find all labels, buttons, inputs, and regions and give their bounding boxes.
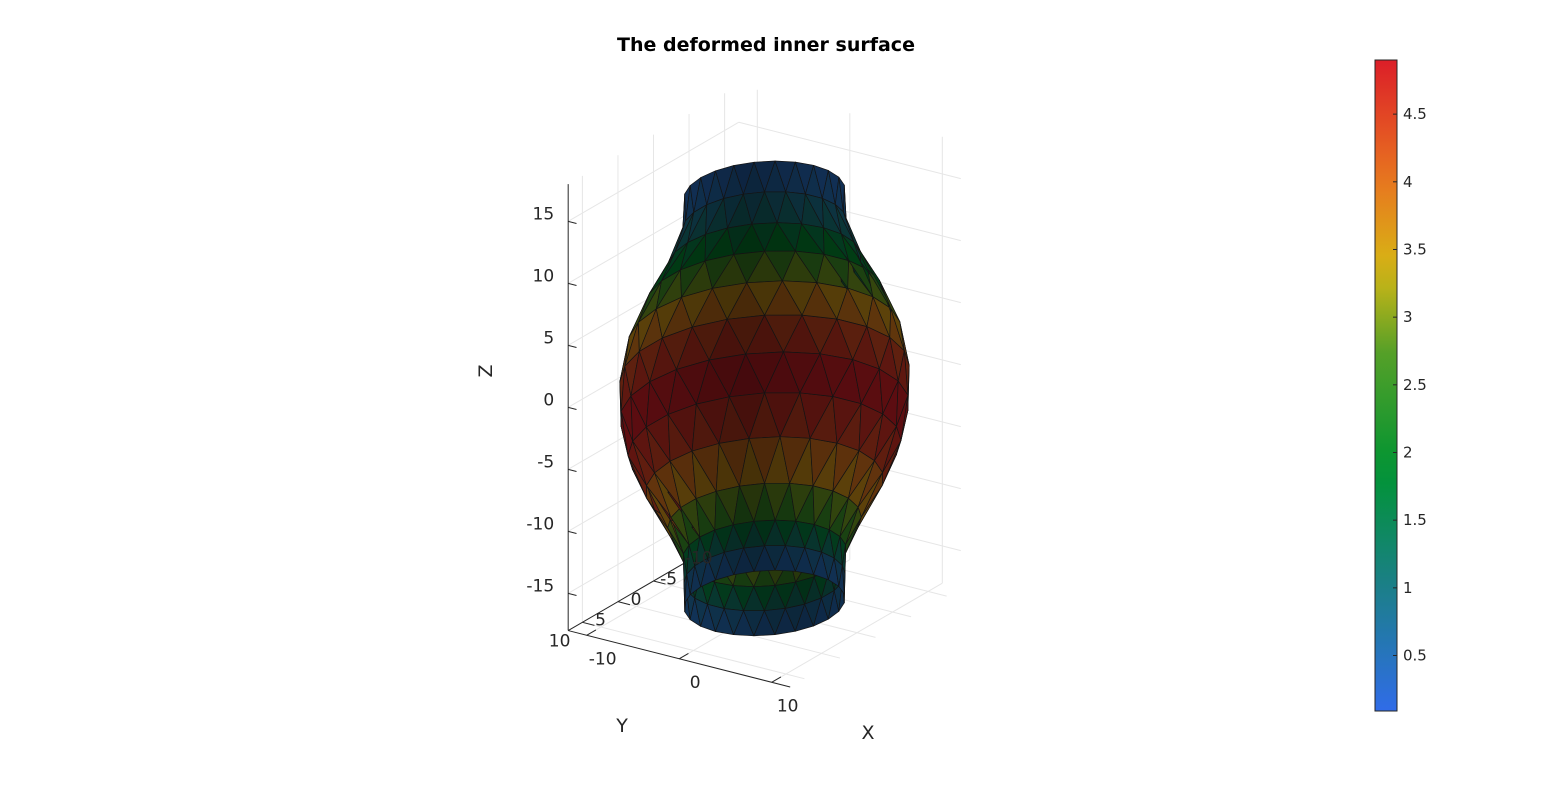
x-tick-label: -10 bbox=[589, 649, 617, 669]
z-tick bbox=[568, 344, 577, 348]
z-tick-label: 5 bbox=[543, 328, 554, 348]
colorbar-tick-label: 0.5 bbox=[1403, 647, 1427, 665]
x-tick-label: 10 bbox=[777, 696, 799, 716]
z-axis-label: Z bbox=[475, 364, 497, 377]
mesh-face bbox=[890, 307, 905, 352]
x-tick bbox=[586, 629, 597, 636]
mesh-face bbox=[853, 241, 880, 281]
chart-title: The deformed inner surface bbox=[617, 34, 915, 56]
axes bbox=[567, 184, 791, 688]
z-tick bbox=[568, 592, 577, 596]
colorbar-tick-label: 2.5 bbox=[1403, 376, 1427, 394]
z-tick-label: -15 bbox=[526, 576, 554, 596]
z-tick-label: 10 bbox=[533, 266, 555, 286]
y-tick bbox=[582, 621, 595, 626]
y-tick bbox=[653, 580, 666, 585]
z-tick-label: 15 bbox=[533, 204, 555, 224]
y-tick bbox=[617, 601, 631, 606]
z-tick bbox=[568, 282, 577, 286]
z-tick bbox=[568, 220, 577, 224]
z-tick-label: -10 bbox=[526, 514, 554, 534]
mesh-face bbox=[838, 565, 845, 595]
z-tick bbox=[568, 406, 577, 410]
colorbar-tick-label: 1.5 bbox=[1403, 511, 1427, 529]
y-tick-label: 10 bbox=[549, 631, 571, 651]
mesh-face bbox=[839, 536, 846, 566]
x-tick-label: 0 bbox=[690, 673, 701, 693]
colorbar-tick-label: 4.5 bbox=[1403, 105, 1427, 123]
x-axis-label: X bbox=[861, 722, 874, 744]
colorbar-tick-label: 2 bbox=[1403, 443, 1413, 461]
y-axis-label: Y bbox=[615, 715, 628, 737]
z-tick bbox=[568, 530, 577, 534]
colorbar-gradient bbox=[1374, 59, 1398, 712]
surface-mesh bbox=[619, 160, 910, 637]
mesh-face bbox=[838, 176, 845, 213]
x-tick bbox=[678, 652, 689, 660]
colorbar: 0.5 1 1.5 2 2.5 3 3.5 4 4.5 bbox=[1374, 59, 1427, 712]
colorbar-tick-label: 3 bbox=[1403, 308, 1413, 326]
mesh-face bbox=[896, 380, 909, 427]
y-tick-label: 5 bbox=[595, 611, 606, 631]
z-tick bbox=[568, 468, 577, 472]
colorbar-tick-label: 3.5 bbox=[1403, 240, 1427, 258]
y-tick-label: -5 bbox=[660, 569, 677, 589]
grid-line bbox=[771, 582, 943, 683]
x-tick bbox=[771, 676, 782, 683]
z-tick-label: -5 bbox=[537, 452, 554, 472]
mesh-face bbox=[857, 460, 883, 508]
tick-labels: -10 0 10 10 5 0 -5 -10 15 10 5 0 -5 -10 -15 bbox=[526, 204, 798, 716]
colorbar-tick-label: 4 bbox=[1403, 173, 1413, 191]
colorbar-tick-label: 1 bbox=[1403, 579, 1413, 597]
y-tick-label: -10 bbox=[685, 549, 713, 569]
y-tick-label: 0 bbox=[631, 590, 642, 610]
z-tick-label: 0 bbox=[543, 390, 554, 410]
